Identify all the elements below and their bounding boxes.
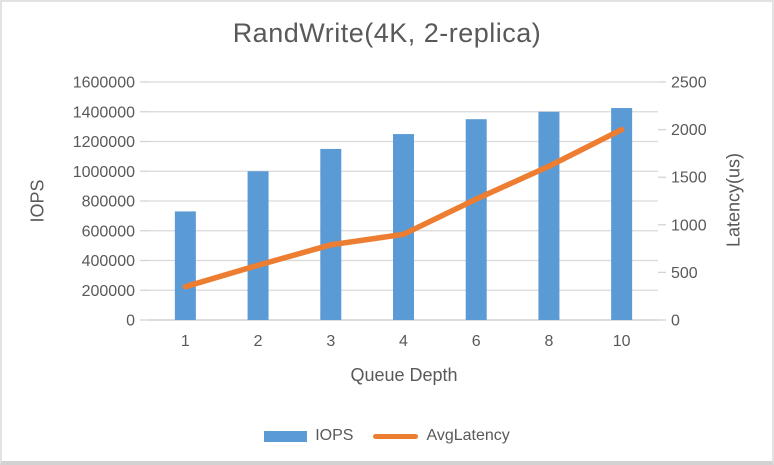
y-left-tick-label: 0 (126, 313, 135, 330)
y-left-tick-label: 600000 (82, 223, 135, 240)
y-right-tick-label: 0 (671, 313, 680, 330)
y-right-tick-label: 2500 (671, 75, 707, 92)
y-axis-title-right: Latency(us) (723, 152, 744, 248)
x-tick-label: 1 (181, 333, 190, 350)
y-left-tick-label: 200000 (82, 283, 135, 300)
legend: IOPS AvgLatency (2, 427, 772, 445)
iops-bar (465, 119, 487, 320)
y-right-tick-label: 2000 (671, 122, 707, 139)
legend-item-iops: IOPS (264, 427, 353, 445)
y-left-tick-label: 1200000 (73, 134, 135, 151)
x-tick-label: 6 (472, 333, 481, 350)
x-tick-label: 10 (613, 333, 631, 350)
iops-bar (247, 171, 269, 320)
y-right-tick-label: 1000 (671, 217, 707, 234)
iops-bar (538, 111, 560, 320)
y-right-tick-label: 500 (671, 265, 698, 282)
legend-label-avglatency: AvgLatency (426, 427, 510, 444)
chart-title: RandWrite(4K, 2-replica) (232, 18, 542, 48)
y-axis-title-left: IOPS (27, 179, 48, 223)
x-tick-label: 3 (326, 333, 335, 350)
iops-bar (393, 134, 414, 320)
avglatency-line (182, 126, 625, 290)
x-tick-label: 2 (254, 333, 263, 350)
y-right-tick-label: 1500 (671, 170, 707, 187)
legend-label-iops: IOPS (315, 427, 354, 444)
x-tick-label: 8 (544, 333, 553, 350)
y-left-tick-label: 1600000 (73, 75, 135, 92)
iops-bar-swatch-icon (264, 430, 308, 442)
iops-bar (320, 148, 342, 320)
y-left-tick-label: 1400000 (73, 104, 135, 121)
x-axis-title: Queue Depth (350, 365, 458, 385)
y-left-tick-label: 800000 (82, 194, 135, 211)
y-left-tick-label: 1000000 (73, 164, 135, 181)
iops-bar (174, 211, 196, 320)
avglatency-line-swatch-icon (373, 433, 419, 439)
y-left-tick-label: 400000 (82, 253, 135, 270)
iops-bar (611, 108, 633, 320)
legend-item-avglatency: AvgLatency (373, 427, 510, 445)
x-tick-label: 4 (399, 333, 408, 350)
